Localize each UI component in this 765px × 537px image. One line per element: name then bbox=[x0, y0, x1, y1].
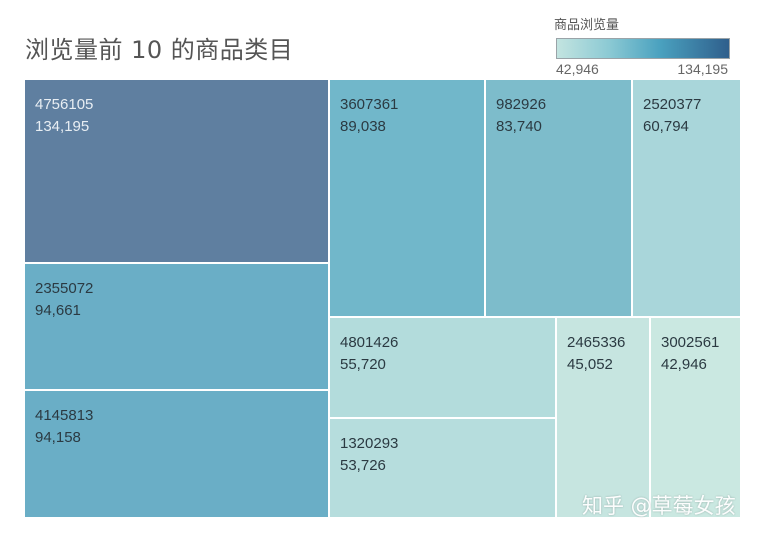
treemap-tile[interactable]: 982926 83,740 bbox=[486, 80, 633, 318]
treemap-tile[interactable]: 4145813 94,158 bbox=[25, 391, 330, 517]
watermark: 知乎 @草莓女孩 bbox=[582, 494, 736, 518]
tile-value: 134,195 bbox=[35, 118, 90, 135]
tile-value: 89,038 bbox=[340, 118, 386, 135]
treemap-tile[interactable]: 4756105 134,195 bbox=[25, 80, 330, 264]
color-legend: 商品浏览量 42,946 134,195 bbox=[554, 14, 736, 79]
tile-value: 42,946 bbox=[661, 356, 707, 373]
tile-category: 1320293 bbox=[340, 435, 399, 452]
tile-category: 3002561 bbox=[661, 334, 720, 351]
legend-labels: 42,946 134,195 bbox=[556, 61, 736, 79]
tile-value: 94,661 bbox=[35, 302, 81, 319]
tile-value: 94,158 bbox=[35, 429, 81, 446]
treemap-tile[interactable]: 2465336 45,052 bbox=[557, 318, 651, 517]
treemap-tile[interactable]: 2355072 94,661 bbox=[25, 264, 330, 391]
treemap-tile[interactable]: 2520377 60,794 bbox=[633, 80, 740, 318]
treemap-tile[interactable]: 1320293 53,726 bbox=[330, 419, 557, 517]
tile-category: 4756105 bbox=[35, 96, 94, 113]
chart-title: 浏览量前 10 的商品类目 bbox=[25, 36, 294, 64]
tile-value: 83,740 bbox=[496, 118, 542, 135]
legend-gradient-bar bbox=[556, 38, 730, 59]
legend-title: 商品浏览量 bbox=[554, 18, 620, 33]
tile-value: 60,794 bbox=[643, 118, 689, 135]
tile-value: 45,052 bbox=[567, 356, 613, 373]
treemap-tile[interactable]: 3002561 42,946 bbox=[651, 318, 740, 517]
tile-category: 982926 bbox=[496, 96, 547, 113]
tile-category: 2355072 bbox=[35, 280, 94, 297]
legend-max-label: 134,195 bbox=[677, 61, 728, 77]
tile-category: 4145813 bbox=[35, 407, 94, 424]
tile-category: 4801426 bbox=[340, 334, 399, 351]
tile-value: 53,726 bbox=[340, 457, 386, 474]
tile-category: 3607361 bbox=[340, 96, 399, 113]
treemap-tile[interactable]: 4801426 55,720 bbox=[330, 318, 557, 419]
tile-category: 2520377 bbox=[643, 96, 702, 113]
treemap-tile[interactable]: 3607361 89,038 bbox=[330, 80, 486, 318]
treemap: 4756105 134,195 2355072 94,661 4145813 9… bbox=[25, 80, 740, 517]
tile-value: 55,720 bbox=[340, 356, 386, 373]
legend-min-label: 42,946 bbox=[556, 61, 599, 77]
tile-category: 2465336 bbox=[567, 334, 626, 351]
